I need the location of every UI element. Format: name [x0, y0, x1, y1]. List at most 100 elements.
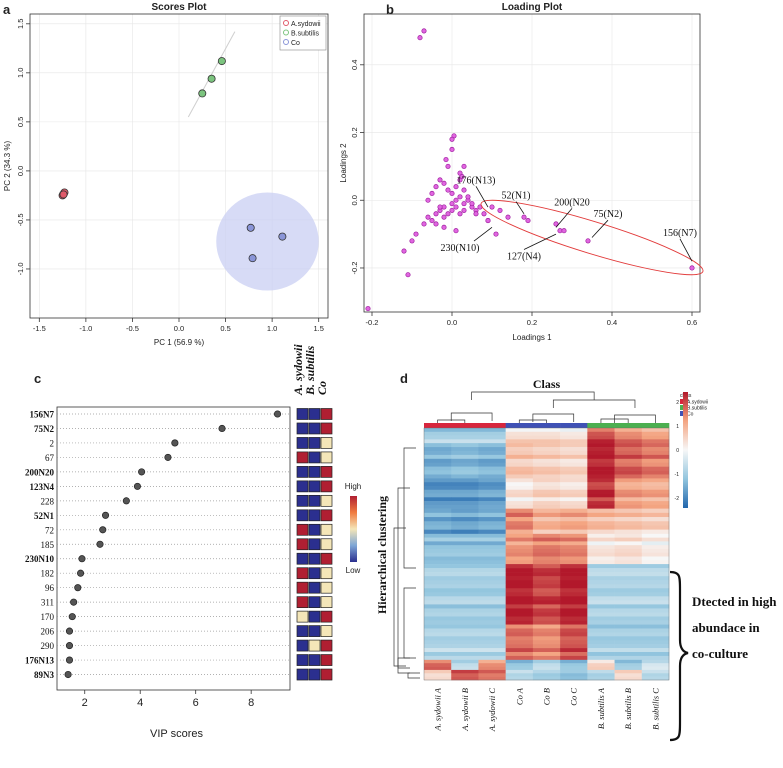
heatmap-cell: [614, 592, 643, 597]
x-tick-label: -1.0: [79, 324, 92, 333]
vip-point: [64, 670, 72, 679]
heatmap-cell: [641, 466, 670, 471]
point-b-subtilis: [207, 74, 216, 83]
heatmap-cell: [451, 568, 479, 573]
heatmap-cell: [560, 462, 588, 467]
loading-point: [493, 231, 499, 237]
heatmap-cell: [424, 564, 452, 569]
heatmap-cell: [532, 608, 561, 613]
heatmap-cell: [560, 450, 588, 456]
heatmap-cell: [587, 640, 615, 645]
vip-heat-cell: [320, 494, 333, 507]
heatmap-column-label: Co C: [569, 688, 579, 706]
heatmap-cell: [505, 666, 534, 671]
heatmap-cell: [478, 669, 506, 674]
heatmap-cell: [560, 501, 588, 506]
heatmap-cell: [587, 616, 615, 621]
vip-color-scale: [350, 496, 357, 562]
vip-heat-cell: [308, 654, 321, 666]
heatmap-cell: [505, 458, 534, 464]
column-dendrogram-branch: [552, 399, 636, 408]
loading-point: [429, 218, 435, 224]
heatmap-cell: [641, 608, 670, 613]
heatmap-cell: [614, 580, 643, 585]
heatmap-cell: [587, 533, 615, 538]
vip-category-label: 290: [41, 641, 55, 651]
heatmap-cell: [505, 568, 534, 573]
heatmap-cell: [424, 462, 452, 467]
vip-heat-cell: [320, 538, 333, 551]
heat-legend-label: A.sydowii: [687, 400, 708, 406]
heatmap-cell: [641, 428, 670, 433]
heatmap-cell: [451, 604, 479, 609]
colorbar-tick-label: 2: [676, 400, 679, 406]
heatmap-cell: [560, 443, 588, 448]
heatmap-cell: [505, 478, 534, 483]
heatmap-cell: [587, 521, 615, 526]
heatmap-cell: [614, 493, 643, 498]
vip-heat-cell: [320, 596, 333, 609]
heatmap-cell: [424, 485, 452, 491]
loading-point: [489, 204, 495, 210]
x-tick-label: -0.5: [126, 324, 139, 333]
x-tick-label: 1.0: [267, 324, 277, 333]
heatmap-cell: [560, 517, 588, 522]
class-bar-cell: [560, 423, 588, 428]
heatmap-cell: [614, 600, 643, 605]
heatmap-cell: [587, 580, 615, 585]
heatmap-cell: [587, 504, 615, 509]
heatmap-cell: [560, 588, 588, 593]
loading-point: [521, 214, 527, 220]
class-bar-cell: [424, 423, 452, 428]
heatmap-cell: [587, 584, 615, 589]
heatmap-cell: [614, 545, 643, 550]
class-bar-cell: [587, 423, 615, 428]
heatmap-cell: [532, 632, 561, 637]
heatmap-cell: [560, 533, 588, 538]
heatmap-cell: [451, 501, 479, 506]
vip-heat-cell: [308, 552, 321, 565]
heatmap-cell: [505, 560, 534, 565]
heatmap-cell: [587, 600, 615, 605]
heatmap-cell: [532, 588, 561, 593]
heatmap-cell: [451, 648, 479, 653]
heatmap-cell: [614, 521, 643, 526]
heatmap-cell: [451, 644, 479, 649]
y-axis-label: Loadings 2: [339, 143, 348, 183]
heatmap-cell: [560, 592, 588, 597]
heatmap-cell: [641, 525, 670, 530]
heatmap-cell: [451, 489, 479, 494]
heatmap-cell: [424, 541, 452, 546]
heatmap-cell: [505, 548, 534, 554]
heatmap-cell: [641, 659, 670, 664]
heatmap-cell: [505, 608, 534, 613]
loading-point: [445, 211, 451, 217]
heatmap-cell: [451, 493, 479, 498]
heatmap-cell: [614, 482, 643, 487]
x-tick-label: -1.5: [33, 324, 46, 333]
heatmap-cell: [560, 676, 588, 681]
heatmap-cell: [532, 512, 561, 518]
heatmap-cell: [505, 493, 534, 498]
heatmap-cell: [587, 632, 615, 637]
heatmap-cell: [451, 666, 479, 671]
vip-heat-cell: [320, 509, 333, 522]
loading-point: [449, 190, 455, 197]
heatmap-cell: [451, 541, 479, 546]
vip-category-label: 170: [41, 612, 55, 622]
panel-label-a: a: [3, 2, 11, 17]
vip-category-label: 52N1: [34, 511, 54, 521]
heatmap-cell: [505, 676, 534, 681]
heatmap-cell: [478, 478, 506, 483]
heatmap-cell: [451, 584, 479, 589]
vip-heat-cell: [320, 567, 333, 580]
vip-category-label: 156N7: [30, 410, 55, 420]
heatmap-cell: [641, 584, 670, 589]
heatmap-cell: [614, 443, 643, 448]
vip-heat-cell: [308, 523, 321, 536]
heatmap-cell: [478, 435, 506, 440]
colorbar-tick-label: 1: [676, 424, 679, 430]
legend-marker: [283, 20, 289, 26]
heatmap-cell: [424, 632, 452, 637]
vip-point: [273, 410, 282, 418]
